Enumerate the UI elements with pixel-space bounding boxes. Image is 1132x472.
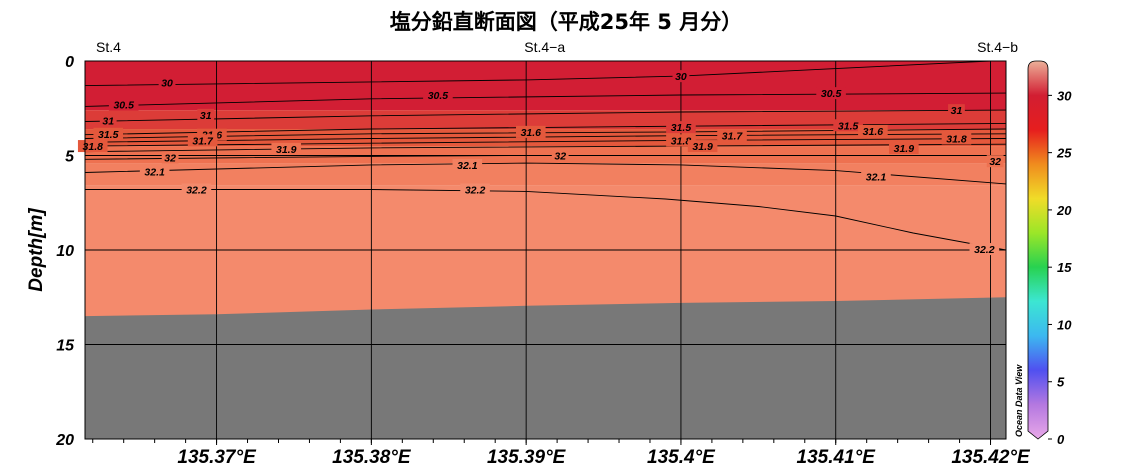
contour-label-background [816, 87, 846, 100]
colorbar: 0 5 10 15 20 25 30 [1027, 60, 1072, 447]
contour-label-background [158, 76, 176, 89]
contour-label-background [139, 165, 170, 178]
contour-label: 31.9 [894, 143, 915, 155]
contour-label: 32.1 [457, 160, 478, 172]
contour-label: 31.7 [192, 135, 214, 147]
contour-label: 32.1 [866, 171, 887, 183]
contour-label: 30.5 [821, 88, 842, 100]
y-axis: 0 5 10 15 20 [55, 54, 75, 449]
contour-label-background [108, 98, 139, 111]
contour-label: 32 [989, 156, 1001, 168]
contour-label-background [861, 170, 891, 183]
colorbar-tick-label: 10 [1057, 317, 1072, 332]
contour-label-background [717, 129, 747, 142]
station-label: St.4−b [977, 39, 1018, 55]
colorbar-tick-label: 20 [1056, 203, 1072, 218]
x-tick-label: 135.38°E [332, 447, 412, 468]
contour-label-background [93, 127, 124, 140]
x-tick-label: 135.37°E [177, 447, 257, 468]
contour-label-background [889, 141, 919, 154]
contour-line [85, 138, 1006, 147]
y-tick-label: 20 [55, 432, 74, 449]
station-label: St.4 [96, 39, 121, 55]
contour-label: 31.5 [671, 122, 692, 134]
contour-label: 32.1 [144, 167, 165, 179]
contour-label: 32 [554, 151, 566, 163]
contour-label-background [515, 125, 546, 138]
salinity-band [85, 110, 1006, 130]
colorbar-tick-label: 25 [1056, 146, 1072, 161]
x-axis: 135.37°E 135.38°E 135.39°E 135.4°E 135.41°E 1… [92, 439, 1031, 468]
contour-label: 31 [951, 105, 963, 117]
contour-line [85, 143, 1006, 153]
contour-label: 31.5 [838, 120, 859, 132]
contour-label: 31 [102, 116, 114, 128]
colorbar-tick-label: 0 [1057, 432, 1065, 447]
chart-title: 塩分鉛直断面図（平成25年 5 月分） [389, 10, 743, 34]
contour-line [85, 155, 1006, 160]
contour-label-background [833, 119, 863, 132]
contour-label: 31.8 [671, 135, 692, 147]
station-labels: St.4 St.4−a St.4−b [96, 39, 1018, 55]
contour-label-background [986, 155, 1004, 168]
contour-label-background [460, 183, 490, 196]
contour-label-background [551, 149, 569, 162]
contour-label: 31.8 [83, 141, 104, 153]
contour-label-background [666, 121, 696, 134]
colorbar-tick-label: 30 [1057, 88, 1072, 103]
contour-label-background [423, 89, 453, 102]
y-axis-label: Depth[m] [26, 208, 47, 292]
contour-label: 31 [200, 110, 212, 122]
y-tick-label: 0 [65, 54, 74, 71]
contour-label-background [99, 114, 117, 127]
colorbar-tick-label: 15 [1057, 260, 1072, 275]
contour-label: 31.9 [692, 141, 713, 153]
contour-label-background [858, 124, 888, 137]
contour-label-background [672, 70, 690, 83]
seabed-fill [85, 297, 1006, 439]
contour-label: 31.5 [98, 129, 119, 141]
contour-label-background [161, 151, 179, 164]
contour-label: 30.5 [113, 99, 134, 111]
y-tick-label: 10 [56, 243, 74, 260]
contour-label: 32.2 [465, 185, 486, 197]
x-tick-label: 135.4°E [647, 447, 716, 468]
contour-label: 30 [161, 78, 173, 90]
contour-label: 31.9 [276, 144, 297, 156]
contour-label-background [687, 140, 718, 153]
plot-frame [84, 60, 1007, 440]
colorbar-tick-label: 5 [1057, 375, 1065, 390]
contour-label-background [969, 243, 1000, 256]
contour-label-background [197, 108, 215, 121]
contour-label-background [948, 104, 965, 117]
contour-line [85, 109, 1006, 122]
seabed-region [85, 297, 1006, 439]
contour-label: 32.2 [186, 185, 207, 197]
contour-line [85, 189, 1006, 251]
contour-label-background [941, 132, 972, 145]
x-tick-label: 135.42°E [951, 447, 1031, 468]
contour-label: 32 [164, 152, 176, 164]
contour-label: 31.6 [521, 127, 542, 139]
colorbar-gradient [1027, 60, 1049, 440]
contour-label-background [271, 142, 302, 155]
contour-label: 32.2 [974, 244, 995, 256]
x-tick-label: 135.41°E [797, 447, 877, 468]
x-tick-label: 135.39°E [487, 447, 567, 468]
contour-label-background [452, 158, 483, 171]
contour-label: 31.6 [863, 126, 884, 138]
y-tick-label: 15 [56, 338, 75, 355]
contour-label: 30 [675, 71, 687, 83]
contour-label: 31.7 [722, 131, 744, 143]
contour-label: 30.5 [428, 90, 449, 102]
ocean-data-view-watermark: Ocean Data View [1014, 364, 1024, 437]
contour-label-background [181, 183, 212, 196]
salinity-band [85, 146, 1006, 164]
station-label: St.4−a [524, 39, 565, 55]
contour-label: 31.8 [946, 133, 967, 145]
y-tick-label: 5 [65, 149, 75, 166]
contour-label-background [187, 134, 218, 147]
